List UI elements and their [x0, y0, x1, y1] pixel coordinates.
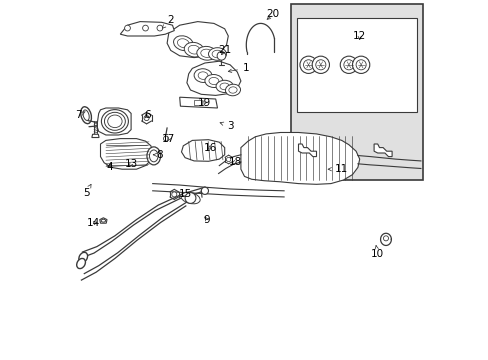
Text: 21: 21 [218, 45, 231, 55]
Bar [291, 4, 422, 180]
Polygon shape [100, 218, 107, 223]
Circle shape [142, 25, 148, 31]
Circle shape [185, 193, 196, 203]
Polygon shape [186, 61, 241, 95]
Circle shape [163, 136, 168, 141]
Ellipse shape [194, 69, 212, 82]
Polygon shape [181, 140, 224, 161]
Ellipse shape [104, 112, 125, 130]
Ellipse shape [220, 83, 229, 90]
Circle shape [144, 116, 149, 121]
Ellipse shape [81, 107, 91, 123]
Circle shape [226, 157, 230, 162]
Ellipse shape [196, 46, 216, 60]
Ellipse shape [101, 219, 105, 222]
Polygon shape [120, 22, 174, 36]
Circle shape [171, 192, 177, 197]
Circle shape [343, 60, 353, 70]
Text: 9: 9 [203, 215, 209, 225]
Ellipse shape [225, 84, 240, 96]
Text: 16: 16 [203, 143, 217, 153]
Polygon shape [179, 97, 217, 108]
Text: 1: 1 [228, 63, 249, 73]
Text: 4: 4 [106, 162, 113, 172]
Text: 5: 5 [82, 184, 91, 198]
Ellipse shape [79, 252, 87, 262]
Ellipse shape [188, 45, 200, 54]
Circle shape [303, 60, 313, 70]
Ellipse shape [201, 49, 212, 57]
Circle shape [311, 56, 329, 73]
Circle shape [299, 56, 317, 73]
Ellipse shape [77, 258, 85, 269]
Circle shape [157, 25, 163, 31]
Text: 18: 18 [228, 157, 242, 167]
Text: 2: 2 [162, 15, 174, 28]
Text: 6: 6 [143, 110, 150, 120]
Circle shape [355, 60, 366, 70]
Ellipse shape [184, 42, 203, 57]
Polygon shape [167, 22, 228, 58]
Ellipse shape [83, 110, 89, 121]
Text: 8: 8 [153, 150, 163, 160]
Circle shape [315, 60, 325, 70]
Bar [194, 100, 202, 105]
Text: 14: 14 [86, 218, 100, 228]
Polygon shape [92, 134, 99, 138]
Polygon shape [97, 108, 131, 135]
Text: 3: 3 [220, 121, 233, 131]
Circle shape [383, 236, 387, 241]
Polygon shape [101, 139, 152, 169]
Ellipse shape [146, 147, 160, 165]
Text: 12: 12 [352, 31, 366, 41]
Text: 19: 19 [198, 98, 211, 108]
Ellipse shape [212, 50, 223, 58]
Ellipse shape [107, 115, 122, 128]
Ellipse shape [101, 109, 128, 133]
Polygon shape [298, 144, 316, 157]
Text: 13: 13 [124, 159, 138, 169]
Ellipse shape [181, 192, 200, 204]
Text: 20: 20 [266, 9, 279, 19]
Circle shape [340, 56, 357, 73]
Ellipse shape [177, 39, 189, 48]
Ellipse shape [173, 36, 193, 51]
Ellipse shape [204, 75, 223, 87]
Ellipse shape [208, 48, 226, 60]
Circle shape [217, 51, 225, 60]
Text: 15: 15 [178, 189, 191, 199]
Circle shape [124, 25, 130, 31]
Polygon shape [241, 132, 359, 184]
Ellipse shape [216, 80, 233, 93]
Ellipse shape [149, 150, 158, 162]
Text: 17: 17 [162, 134, 175, 144]
Text: 10: 10 [370, 246, 384, 259]
Text: 11: 11 [327, 164, 347, 174]
Bar [296, 18, 416, 112]
Ellipse shape [198, 72, 207, 79]
Ellipse shape [228, 87, 237, 93]
Circle shape [201, 187, 208, 194]
Ellipse shape [208, 77, 219, 85]
Text: 7: 7 [76, 110, 85, 120]
Polygon shape [373, 144, 391, 157]
Circle shape [352, 56, 369, 73]
